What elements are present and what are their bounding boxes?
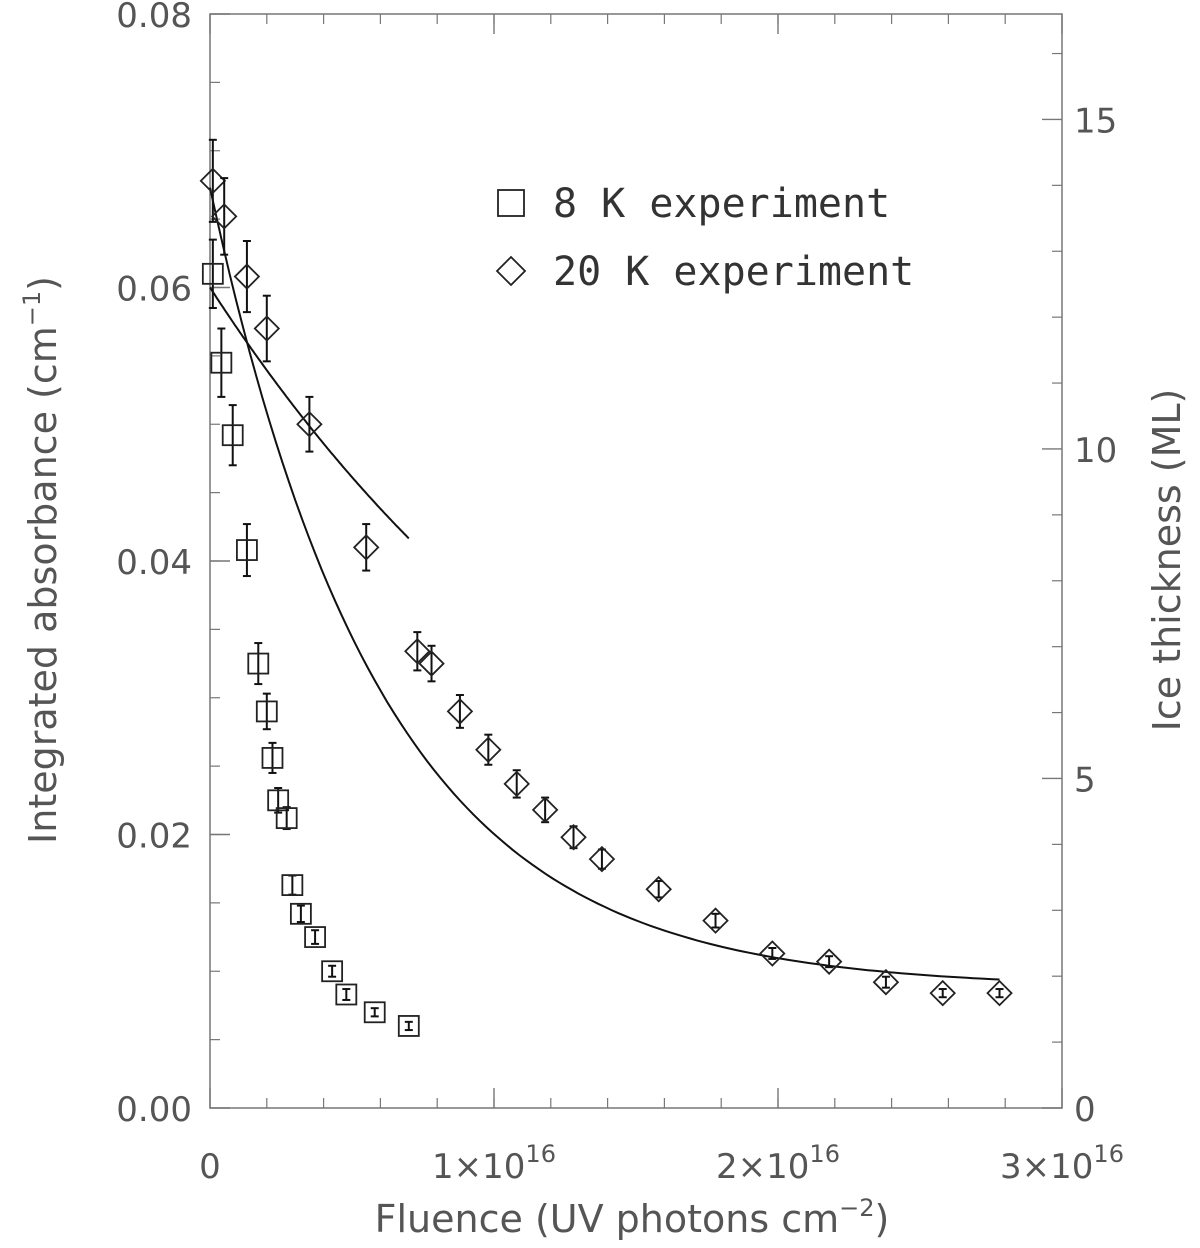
y-tick-label: 0.00 — [116, 1090, 192, 1130]
legend: 8 K experiment 20 K experiment — [495, 181, 914, 295]
data-point — [247, 652, 270, 675]
data-point — [645, 875, 672, 903]
data-point — [236, 539, 258, 561]
data-point — [929, 979, 956, 1007]
x-tick-label: 2×1016 — [716, 1140, 840, 1187]
data-point — [363, 1001, 386, 1024]
y2-tick-label: 5 — [1074, 760, 1096, 800]
data-series — [199, 138, 1013, 1037]
data-point — [560, 823, 587, 851]
data-point — [210, 351, 233, 374]
plot-frame — [209, 13, 1063, 1109]
data-point — [296, 410, 323, 438]
data-point — [199, 167, 227, 195]
data-point — [418, 650, 445, 677]
data-point — [275, 807, 298, 829]
data-point — [261, 747, 284, 769]
data-point — [253, 315, 281, 342]
data-point — [321, 960, 344, 983]
x-tick-label: 3×1016 — [1000, 1140, 1124, 1187]
fit-curves — [209, 187, 1000, 981]
data-point — [255, 700, 278, 723]
data-point — [588, 845, 616, 873]
data-point — [397, 1015, 420, 1037]
data-point — [210, 203, 238, 230]
data-point — [475, 736, 502, 763]
data-point — [335, 983, 358, 1006]
y2-axis-title: Ice thickness (ML) — [1145, 389, 1189, 732]
y-tick-label: 0.04 — [116, 543, 192, 583]
data-point — [446, 698, 474, 725]
data-point — [759, 940, 786, 967]
legend-marker — [495, 255, 527, 287]
y-axis-left: 0.00 0.02 0.04 0.06 0.08 — [116, 0, 230, 1130]
y-tick-label: 0.06 — [116, 270, 192, 310]
x-axis-title: Fluence (UV photons cm−2) — [375, 1194, 890, 1241]
fit-curve — [209, 187, 1000, 981]
data-point — [872, 968, 900, 996]
data-point — [267, 789, 290, 812]
data-point — [702, 907, 729, 934]
x-tick-label: 0 — [199, 1147, 221, 1187]
data-point — [281, 874, 304, 896]
series-square — [201, 238, 420, 1037]
data-point — [221, 424, 244, 447]
y-axis-right: 0 5 10 15 — [1042, 52, 1117, 1130]
plot-border — [209, 13, 1063, 1109]
y2-tick-label: 0 — [1074, 1090, 1096, 1130]
data-point — [986, 979, 1013, 1007]
data-point — [304, 926, 326, 948]
y2-tick-label: 15 — [1074, 101, 1117, 141]
data-point — [531, 796, 559, 824]
data-point — [815, 948, 843, 975]
x-axis: 0 1×1016 2×1016 3×1016 — [199, 14, 1124, 1187]
data-point — [503, 770, 530, 798]
data-point — [352, 534, 380, 561]
y-tick-label: 0.08 — [116, 0, 192, 36]
data-point — [201, 262, 224, 285]
x-tick-label: 1×1016 — [432, 1140, 556, 1187]
y2-tick-label: 10 — [1074, 431, 1117, 471]
y-tick-label: 0.02 — [116, 817, 192, 857]
data-point — [233, 263, 261, 290]
data-point — [404, 637, 431, 665]
legend-label: 8 K experiment — [553, 181, 890, 227]
y-axis-title: Integrated absorbance (cm−1) — [18, 276, 65, 844]
legend-marker — [497, 189, 525, 217]
data-point — [289, 902, 312, 925]
series-diamond — [199, 138, 1013, 1007]
legend-label: 20 K experiment — [553, 249, 914, 295]
